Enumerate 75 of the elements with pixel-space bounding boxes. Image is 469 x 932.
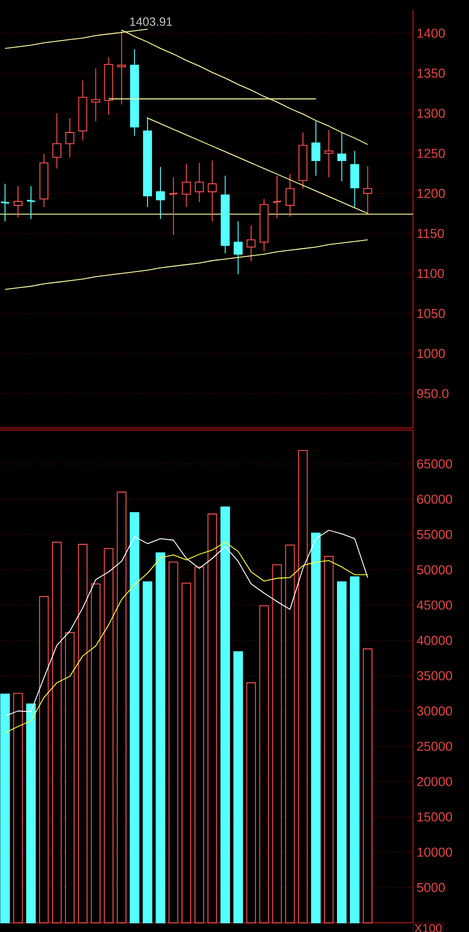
y-tick-label: 30000	[417, 706, 452, 716]
candlestick	[208, 160, 217, 222]
y-tick-label: 950.0	[417, 388, 448, 398]
bar	[130, 512, 140, 924]
candlestick	[194, 162, 204, 203]
candlestick	[52, 112, 62, 169]
candlestick	[91, 68, 100, 122]
bar	[336, 581, 347, 924]
candlestick	[14, 186, 22, 218]
bar	[207, 514, 218, 924]
candlestick	[26, 186, 36, 220]
y-tick-label: 15000	[418, 812, 452, 822]
y-tick-label: 45000	[416, 600, 452, 610]
y-tick-label: 1150	[418, 228, 444, 238]
bar	[311, 532, 321, 924]
bar	[52, 542, 62, 924]
y-tick-label: 40000	[416, 636, 452, 645]
bar	[259, 605, 269, 924]
candlestick	[246, 224, 256, 262]
bar	[65, 632, 75, 924]
candlestick	[337, 132, 346, 182]
y-tick-label: 65000	[417, 459, 452, 468]
bar	[285, 544, 295, 924]
y-tick-label: 10000	[418, 848, 452, 857]
bar	[26, 703, 36, 924]
text: X100	[414, 924, 442, 932]
y-tick-label: 1200	[418, 188, 445, 198]
y-tick-label: 25000	[417, 742, 452, 751]
bar	[362, 648, 372, 924]
bar	[168, 562, 178, 924]
candlestick	[286, 174, 294, 218]
y-tick-label: 1250	[418, 148, 445, 158]
y-tick-label: 1400	[418, 28, 445, 38]
candlestick	[324, 130, 334, 178]
y-tick-label: 5000	[417, 882, 445, 892]
bar	[78, 544, 88, 924]
bar	[272, 564, 282, 924]
y-tick-label: 55000	[417, 530, 452, 540]
bar	[182, 582, 192, 924]
bar	[220, 506, 230, 924]
bar	[324, 556, 334, 924]
bar	[90, 583, 100, 924]
y-tick-label: 35000	[417, 671, 452, 680]
y-tick-label: 60000	[417, 494, 452, 504]
candlestick	[117, 30, 126, 105]
bar	[39, 596, 49, 924]
y-tick-label: 20000	[417, 777, 452, 786]
candlestick	[234, 220, 243, 275]
candlestick	[0, 183, 10, 222]
bar	[298, 450, 308, 924]
y-tick-label: 1300	[418, 108, 445, 118]
candlestick	[350, 150, 360, 208]
y-tick-label: 1050	[418, 308, 445, 318]
candlestick	[156, 166, 165, 220]
annotation: 1403.91	[130, 17, 172, 26]
candlestick	[363, 166, 372, 214]
candlestick	[65, 118, 74, 158]
bar	[142, 581, 152, 924]
bar	[156, 552, 166, 924]
y-tick-label: 1350	[418, 68, 445, 78]
candlestick	[311, 120, 320, 176]
bar	[246, 682, 256, 924]
bar	[0, 694, 10, 924]
bar	[116, 492, 126, 924]
candlestick	[168, 176, 178, 236]
candlestick	[272, 175, 282, 219]
y-tick-label: 1100	[418, 268, 444, 278]
bar	[104, 548, 114, 924]
bar	[194, 566, 204, 924]
bar	[350, 576, 360, 924]
y-tick-label: 50000	[417, 565, 452, 574]
bar	[233, 651, 243, 924]
candlestick	[182, 163, 191, 208]
bar	[13, 692, 23, 924]
y-tick-label: 1000	[418, 348, 445, 358]
